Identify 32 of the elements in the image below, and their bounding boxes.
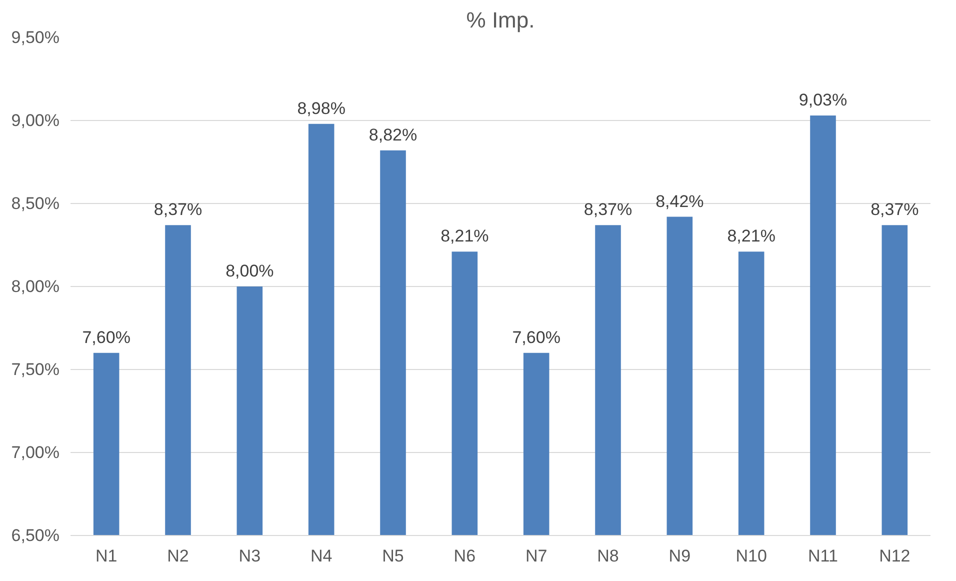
data-label: 8,37%	[154, 200, 202, 220]
y-tick-label: 7,00%	[11, 443, 60, 462]
x-tick-label: N8	[597, 546, 619, 566]
y-tick-label: 8,50%	[11, 194, 60, 213]
x-tick-label: N2	[167, 546, 189, 566]
data-label: 8,00%	[226, 262, 274, 280]
x-tick-label: N3	[238, 546, 261, 566]
y-tick-label: 6,50%	[11, 526, 60, 545]
y-tick-label: 7,50%	[11, 360, 60, 379]
x-tick-label: N1	[95, 546, 118, 566]
data-label: 8,98%	[297, 98, 346, 118]
data-label: 8,42%	[656, 192, 704, 211]
data-label: 8,37%	[584, 200, 632, 220]
data-label: 8,21%	[727, 226, 776, 246]
x-tick-label: N10	[736, 546, 767, 566]
data-label: 8,21%	[440, 226, 489, 246]
data-label: 7,60%	[512, 328, 560, 347]
y-tick-label: 9,50%	[11, 28, 60, 47]
data-label: 8,82%	[368, 125, 418, 144]
y-tick-label: 9,00%	[11, 111, 60, 130]
data-label: 8,37%	[870, 200, 919, 220]
chart-title: % Imp.	[466, 8, 535, 32]
data-label: 9,03%	[798, 90, 848, 110]
x-tick-label: N5	[382, 546, 404, 566]
data-label: 7,60%	[82, 328, 130, 347]
x-tick-label: N4	[310, 546, 332, 566]
x-tick-label: N11	[808, 546, 838, 566]
x-tick-label: N12	[879, 546, 910, 566]
y-tick-label: 8,00%	[11, 277, 60, 296]
x-tick-label: N7	[525, 546, 548, 566]
x-tick-label: N6	[454, 546, 476, 566]
x-tick-label: N9	[668, 546, 691, 566]
